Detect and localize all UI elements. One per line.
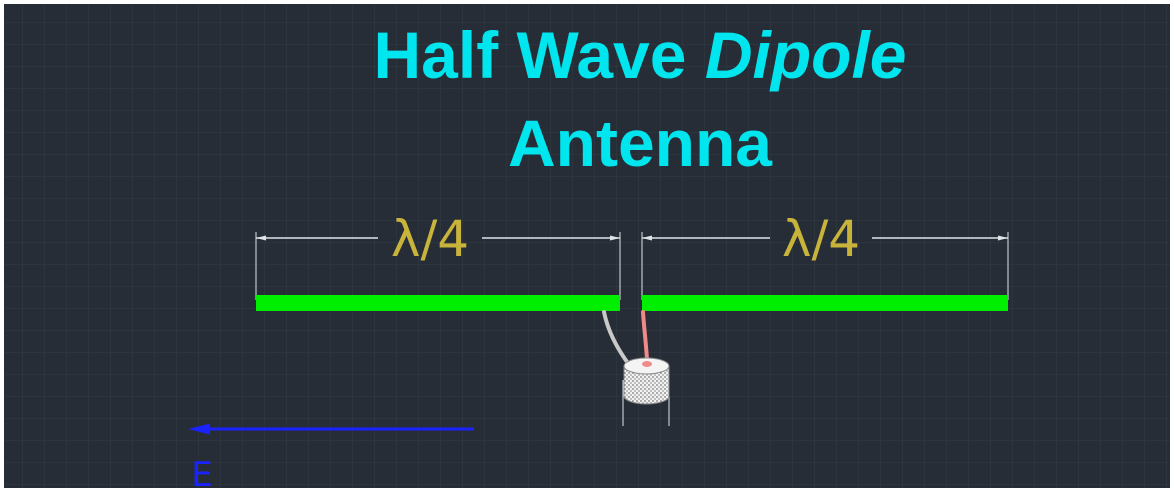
title-line-2: Antenna	[508, 106, 773, 180]
title-line-1: Half Wave Dipole	[373, 18, 906, 92]
coax-center-conductor	[642, 361, 652, 367]
field-label: E	[191, 455, 212, 491]
left-dimension: λ/4	[255, 210, 621, 300]
right-dimension-arrow-end	[998, 235, 1008, 241]
coax-center-lead	[641, 310, 649, 362]
electric-field-indicator: E	[188, 423, 474, 491]
left-dimension-arrow-end	[610, 235, 620, 241]
right-dimension-label: λ/4	[782, 210, 860, 268]
right-dimension: λ/4	[641, 210, 1009, 300]
right-dimension-arrow-start	[642, 235, 652, 241]
right-dipole-element	[642, 295, 1008, 311]
drawing-grid	[4, 4, 1170, 488]
field-arrow-head	[188, 423, 210, 435]
coax-braid-body	[623, 365, 670, 405]
left-dimension-label: λ/4	[391, 210, 469, 268]
left-dimension-arrow-start	[256, 235, 266, 241]
coax-feed	[602, 310, 670, 426]
title-line-1-italic: Dipole	[705, 18, 907, 92]
title-line-1-prefix: Half Wave	[373, 18, 704, 92]
left-dipole-element	[256, 295, 620, 311]
